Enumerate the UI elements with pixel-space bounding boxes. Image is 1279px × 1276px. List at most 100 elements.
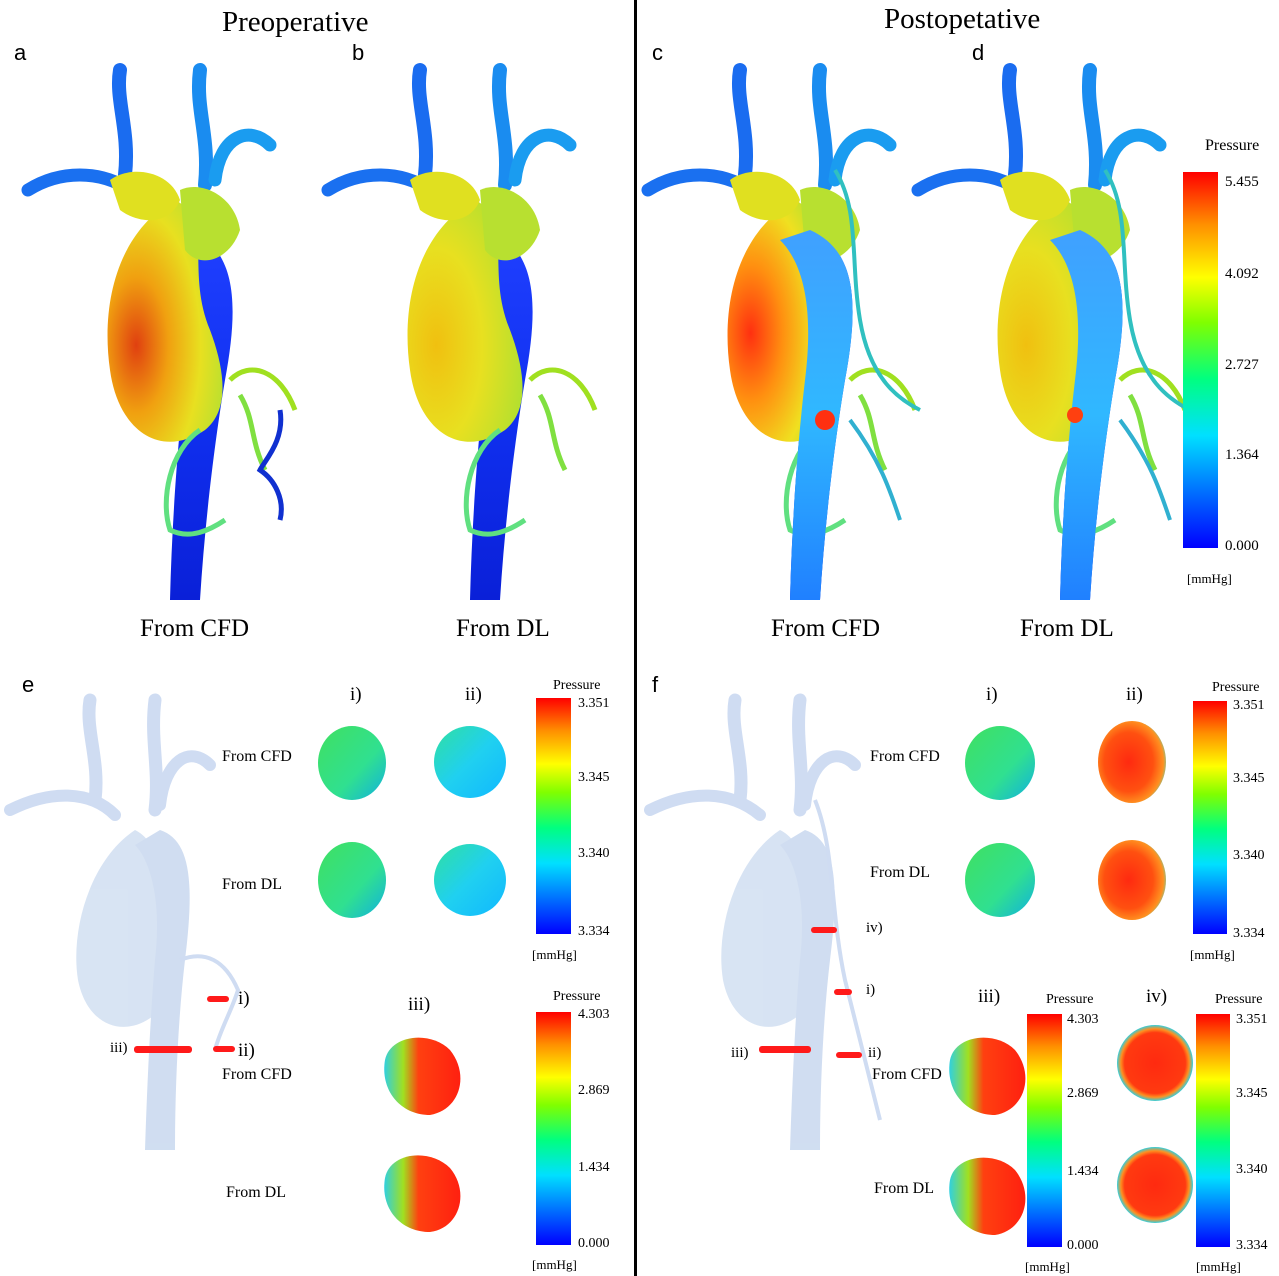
colorbar-f-iii-tick-1: 2.869	[1067, 1086, 1099, 1102]
colorbar-e-iii-tick-1: 2.869	[578, 1083, 610, 1099]
colorbar-e-fine-tick-1: 3.345	[578, 770, 610, 786]
section-f-i-dl	[965, 843, 1035, 917]
label-f-i-header: i)	[986, 684, 998, 706]
colorbar-main-tick-1: 4.092	[1225, 266, 1259, 283]
colorbar-main-tick-4: 0.000	[1225, 538, 1259, 555]
colorbar-e-fine-bar	[536, 698, 571, 934]
marker-f-iii	[759, 1046, 811, 1053]
panel-e-ghost-model	[10, 700, 238, 1150]
panel-b-model	[328, 70, 595, 600]
colorbar-e-fine-unit: [mmHg]	[532, 947, 577, 963]
panel-letter-f: f	[652, 672, 658, 698]
colorbar-f-iv-tick-0: 3.351	[1236, 1012, 1268, 1028]
colorbar-f-iii-tick-2: 1.434	[1067, 1164, 1099, 1180]
colorbar-f-iii-tick-3: 0.000	[1067, 1238, 1099, 1254]
section-f-ii-cfd	[1098, 721, 1166, 803]
label-f-iii-header: iii)	[978, 986, 1000, 1008]
colorbar-f-fine-bar	[1193, 701, 1227, 934]
title-preoperative: Preoperative	[222, 6, 369, 39]
colorbar-f-iii-unit: [mmHg]	[1025, 1259, 1070, 1275]
colorbar-main-unit: [mmHg]	[1187, 571, 1232, 587]
rowlabel-e-dl: From DL	[222, 876, 282, 894]
caption-c: From CFD	[771, 615, 880, 643]
colorbar-f-iii-title: Pressure	[1046, 992, 1093, 1008]
rowlabel-f-dl: From DL	[870, 864, 930, 882]
rowlabel-e-cfd: From CFD	[222, 748, 292, 766]
marker-e-i	[207, 996, 229, 1002]
colorbar-main-tick-3: 1.364	[1225, 447, 1259, 464]
colorbar-f-fine-tick-1: 3.345	[1233, 771, 1265, 787]
marker-f-ii	[836, 1052, 862, 1058]
colorbar-e-iii-tick-3: 0.000	[578, 1236, 610, 1252]
label-e-marker-ii: ii)	[238, 1040, 255, 1062]
colorbar-e-fine-tick-0: 3.351	[578, 696, 610, 712]
colorbar-e-fine-tick-3: 3.334	[578, 924, 610, 940]
rowlabel-e-iii-dl: From DL	[226, 1184, 286, 1202]
caption-a: From CFD	[140, 615, 249, 643]
marker-e-ii	[213, 1046, 235, 1052]
section-e-ii-cfd	[434, 726, 506, 798]
colorbar-f-iii-bar	[1027, 1014, 1062, 1247]
rowlabel-f-cfd: From CFD	[870, 748, 940, 766]
colorbar-e-iii-tick-0: 4.303	[578, 1007, 610, 1023]
section-e-i-dl	[318, 842, 386, 918]
colorbar-f-iv-title: Pressure	[1215, 992, 1262, 1008]
section-e-ii-dl	[434, 844, 506, 916]
label-e-marker-iii: iii)	[110, 1040, 128, 1057]
label-f-iv-header: iv)	[1146, 986, 1167, 1008]
colorbar-f-iv-bar	[1196, 1014, 1230, 1247]
colorbar-f-iv-unit: [mmHg]	[1196, 1259, 1241, 1275]
section-f-ii-dl	[1098, 840, 1166, 920]
panel-a-model	[28, 70, 295, 600]
colorbar-f-fine-tick-3: 3.334	[1233, 926, 1265, 942]
panel-letter-a: a	[14, 40, 26, 66]
colorbar-e-fine-tick-2: 3.340	[578, 846, 610, 862]
panel-d-model	[918, 70, 1190, 600]
colorbar-f-iii-tick-0: 4.303	[1067, 1012, 1099, 1028]
colorbar-e-iii-unit: [mmHg]	[532, 1257, 577, 1273]
section-f-i-cfd	[965, 726, 1035, 800]
section-f-iii-cfd	[949, 1038, 1025, 1115]
label-f-marker-iii: iii)	[731, 1045, 749, 1062]
label-e-i-header: i)	[350, 684, 362, 706]
section-f-iii-dl	[949, 1158, 1025, 1235]
rowlabel-f-iii-dl: From DL	[874, 1180, 934, 1198]
colorbar-e-iii-title: Pressure	[553, 989, 600, 1005]
panel-f-ghost-model	[650, 700, 880, 1150]
section-e-i-cfd	[318, 726, 386, 800]
panel-letter-b: b	[352, 40, 364, 66]
label-e-ii-header: ii)	[465, 684, 482, 706]
label-f-marker-iv: iv)	[866, 920, 883, 937]
panel-letter-d: d	[972, 40, 984, 66]
colorbar-f-fine-title: Pressure	[1212, 680, 1259, 696]
marker-e-iii	[134, 1046, 192, 1053]
caption-d: From DL	[1020, 615, 1114, 643]
colorbar-main-bar	[1183, 172, 1218, 548]
title-postoperative: Postopetative	[884, 3, 1040, 36]
section-f-iv-dl	[1117, 1147, 1193, 1223]
section-e-iii-dl	[384, 1155, 460, 1232]
colorbar-f-iv-tick-3: 3.334	[1236, 1238, 1268, 1254]
section-e-iii-cfd	[384, 1038, 460, 1115]
colorbar-e-iii-tick-2: 1.434	[578, 1160, 610, 1176]
colorbar-f-fine-unit: [mmHg]	[1190, 947, 1235, 963]
colorbar-f-iv-tick-2: 3.340	[1236, 1162, 1268, 1178]
colorbar-main-title: Pressure	[1205, 137, 1259, 155]
colorbar-e-fine-title: Pressure	[553, 678, 600, 694]
label-e-iii-header: iii)	[408, 994, 430, 1016]
caption-b: From DL	[456, 615, 550, 643]
panel-letter-e: e	[22, 672, 34, 698]
section-f-iv-cfd	[1117, 1025, 1193, 1101]
marker-f-iv	[811, 927, 837, 933]
label-f-marker-ii: ii)	[868, 1045, 881, 1062]
rowlabel-e-iii-cfd: From CFD	[222, 1066, 292, 1084]
colorbar-f-fine-tick-0: 3.351	[1233, 698, 1265, 714]
colorbar-main-tick-2: 2.727	[1225, 357, 1259, 374]
colorbar-main-tick-0: 5.455	[1225, 174, 1259, 191]
panel-letter-c: c	[652, 40, 663, 66]
label-f-ii-header: ii)	[1126, 684, 1143, 706]
colorbar-f-fine-tick-2: 3.340	[1233, 848, 1265, 864]
colorbar-e-iii-bar	[536, 1012, 571, 1245]
rowlabel-f-iii-cfd: From CFD	[872, 1066, 942, 1084]
colorbar-f-iv-tick-1: 3.345	[1236, 1086, 1268, 1102]
